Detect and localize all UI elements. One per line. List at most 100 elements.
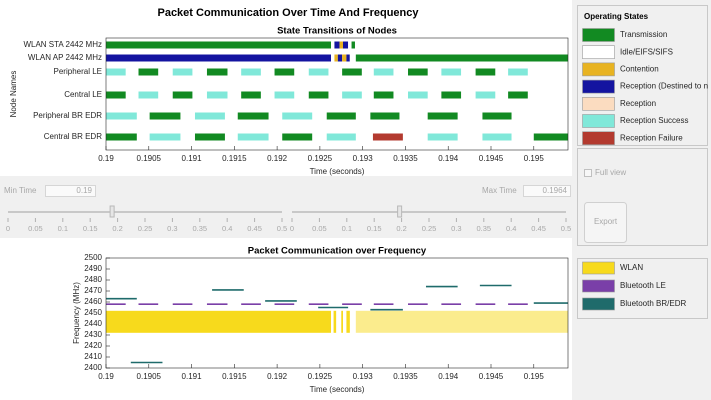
slider-tick-label: 0.1 xyxy=(58,224,68,233)
slider-tick-label: 0.5 xyxy=(277,224,287,233)
wlan-band xyxy=(106,310,332,333)
state-segment xyxy=(149,112,181,120)
legend-swatch xyxy=(582,79,615,94)
x-tick-label: 0.192 xyxy=(267,154,288,163)
y-tick-label: WLAN STA 2442 MHz xyxy=(23,40,102,49)
wlan-band xyxy=(341,310,343,333)
legend-swatch xyxy=(582,97,615,111)
legend-label: Bluetooth LE xyxy=(620,281,666,290)
slider-thumb[interactable] xyxy=(109,205,115,218)
state-segment xyxy=(308,68,329,76)
export-button[interactable] xyxy=(584,202,627,243)
state-segment xyxy=(138,91,159,99)
state-segment xyxy=(373,91,394,99)
state-segment xyxy=(106,54,332,62)
slider-tick-label: 0 xyxy=(290,224,294,233)
legend-label: Reception xyxy=(620,99,656,108)
state-segment xyxy=(482,133,512,141)
legend-label: WLAN xyxy=(620,263,643,272)
legend-swatch xyxy=(582,28,615,42)
x-tick-label: 0.1905 xyxy=(137,154,162,163)
slider-tick-label: 0.2 xyxy=(396,224,406,233)
x-tick-label: 0.1935 xyxy=(393,154,418,163)
y-tick-label: 2450 xyxy=(84,308,102,317)
state-segment xyxy=(334,54,338,62)
slider-tick-label: 0.45 xyxy=(531,224,546,233)
state-segment xyxy=(408,68,428,76)
legend-swatch xyxy=(582,131,615,145)
x-tick-label: 0.1915 xyxy=(222,154,247,163)
x-tick-label: 0.195 xyxy=(524,154,545,163)
x-tick-label: 0.1915 xyxy=(222,372,247,381)
y-tick-label: 2420 xyxy=(84,341,102,350)
wlan-band xyxy=(333,310,337,333)
export-label[interactable]: Export xyxy=(594,217,618,226)
full-view-label[interactable]: Full view xyxy=(595,168,626,177)
slider-tick-label: 0.15 xyxy=(83,224,98,233)
state-segment xyxy=(337,54,343,62)
state-segment xyxy=(172,91,193,99)
x-tick-label: 0.192 xyxy=(267,372,288,381)
y-tick-label: Peripheral LE xyxy=(54,67,102,76)
slider-tick-label: 0.25 xyxy=(138,224,153,233)
state-segment xyxy=(355,54,568,62)
slider-tick-label: 0.5 xyxy=(561,224,571,233)
legend-label: Bluetooth BR/EDR xyxy=(620,299,686,308)
state-segment xyxy=(138,68,159,76)
x-tick-label: 0.194 xyxy=(438,372,459,381)
state-segment xyxy=(339,41,343,49)
full-view-checkbox[interactable] xyxy=(584,169,592,177)
chart-title: State Transitions of Nodes xyxy=(277,26,397,37)
state-segment xyxy=(342,68,362,76)
max-time-field[interactable] xyxy=(523,185,571,197)
y-tick-label: 2430 xyxy=(84,330,102,339)
state-segment xyxy=(274,91,295,99)
slider-tick-label: 0.45 xyxy=(247,224,262,233)
x-tick-label: 0.1925 xyxy=(308,154,333,163)
state-segment xyxy=(194,112,225,120)
x-tick-label: 0.1935 xyxy=(393,372,418,381)
x-tick-label: 0.1945 xyxy=(479,372,504,381)
slider-tick-label: 0.1 xyxy=(342,224,352,233)
state-segment xyxy=(441,91,462,99)
state-segment xyxy=(408,91,428,99)
state-segment xyxy=(441,68,462,76)
state-segment xyxy=(106,112,137,120)
legend-label: Reception Success xyxy=(620,116,688,125)
wlan-band xyxy=(346,310,350,333)
y-tick-label: WLAN AP 2442 MHz xyxy=(28,53,102,62)
state-segment xyxy=(282,133,313,141)
legend-swatch xyxy=(582,45,615,60)
state-segment xyxy=(282,112,313,120)
y-axis-label: Frequency (MHz) xyxy=(72,282,81,344)
x-tick-label: 0.195 xyxy=(524,372,545,381)
legend-label: Transmission xyxy=(620,30,667,39)
state-segment xyxy=(346,54,350,62)
min-time-value[interactable]: 0.19 xyxy=(76,186,92,195)
min-time-field[interactable] xyxy=(45,185,96,197)
state-segment xyxy=(106,41,332,49)
legend-label: Reception Failure xyxy=(620,133,683,142)
state-segment xyxy=(533,133,568,141)
state-segment xyxy=(342,54,347,62)
slider-tick-label: 0.15 xyxy=(367,224,382,233)
y-tick-label: 2410 xyxy=(84,352,102,361)
state-segment xyxy=(334,41,340,49)
x-tick-label: 0.1945 xyxy=(479,154,504,163)
y-tick-label: Peripheral BR EDR xyxy=(33,111,102,120)
state-segment xyxy=(237,112,269,120)
slider-thumb[interactable] xyxy=(397,205,403,218)
state-segment xyxy=(349,54,356,62)
y-tick-label: Central LE xyxy=(64,90,102,99)
x-tick-label: 0.194 xyxy=(438,154,459,163)
max-time-value[interactable]: 0.1964 xyxy=(543,186,568,195)
state-segment xyxy=(206,68,228,76)
x-tick-label: 0.19 xyxy=(98,154,114,163)
state-segment xyxy=(326,112,356,120)
chart-title: Packet Communication over Frequency xyxy=(248,246,427,257)
states-legend: Operating States Transmission Idle/EIFS/SI… xyxy=(582,12,708,145)
state-segment xyxy=(106,68,126,76)
state-segment xyxy=(241,91,261,99)
x-axis-label: Time (seconds) xyxy=(310,167,365,176)
state-segment xyxy=(331,41,335,49)
